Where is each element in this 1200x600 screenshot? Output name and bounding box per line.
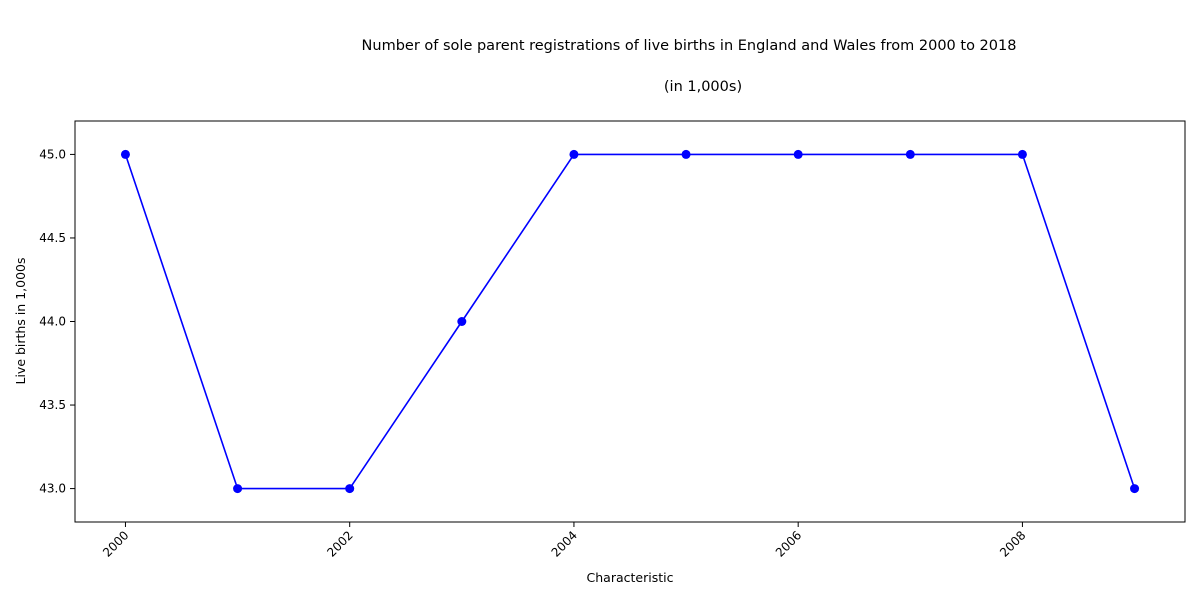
data-point [905, 149, 915, 159]
x-tick-label: 2006 [773, 528, 804, 559]
data-point [457, 317, 467, 326]
plot-area-frame [74, 120, 1186, 523]
data-point [793, 149, 803, 159]
y-tick-label: 43.5 [39, 398, 66, 412]
x-axis-label: Characteristic [587, 570, 674, 585]
series-line [124, 153, 1136, 490]
y-tick-label: 43.0 [39, 482, 66, 496]
x-tick-label: 2008 [997, 528, 1028, 559]
data-point [233, 484, 243, 494]
y-tick-label: 44.0 [39, 315, 66, 329]
y-tick-label: 44.5 [39, 231, 66, 245]
y-axis: 43.0 43.5 44.0 44.5 45.0 [39, 147, 75, 496]
data-point [569, 149, 579, 159]
y-tick-label: 45.0 [39, 147, 66, 161]
chart-subtitle: (in 1,000s) [664, 79, 742, 95]
data-point [120, 149, 130, 159]
series-layer [120, 149, 1140, 494]
data-point [345, 484, 355, 494]
x-tick-label: 2000 [100, 528, 131, 559]
data-point [681, 149, 691, 159]
chart-title: Number of sole parent registrations of l… [362, 38, 1017, 54]
x-tick-label: 2004 [549, 528, 580, 559]
x-tick-label: 2002 [324, 528, 355, 559]
data-point [1130, 484, 1140, 494]
data-point [1017, 149, 1027, 159]
y-axis-label: Live births in 1,000s [13, 257, 28, 384]
x-axis: 2000 2002 2004 2006 2008 [100, 522, 1029, 560]
